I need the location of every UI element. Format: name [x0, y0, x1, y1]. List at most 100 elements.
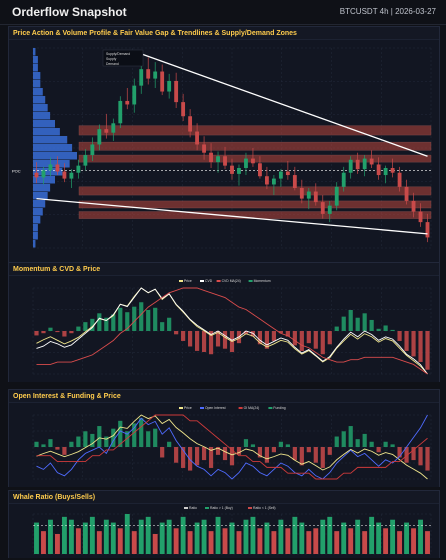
svg-oi-legend: Price Open Interest OI MA(24) Funding	[179, 406, 286, 410]
volume-profile-bar	[33, 160, 70, 168]
momentum-bar	[34, 331, 39, 336]
volume-profile-bar	[33, 88, 43, 96]
candle-body	[125, 100, 130, 105]
funding-bar	[348, 426, 353, 447]
candle-body	[264, 176, 269, 185]
candle-body	[181, 102, 186, 117]
oi-panel-title: Open Interest & Funding & Price	[13, 393, 121, 400]
whale-ratio-bar	[306, 531, 312, 554]
candle-body	[146, 69, 151, 79]
funding-bar	[48, 439, 53, 447]
funding-bar	[271, 447, 276, 453]
demand-zone	[78, 200, 432, 209]
momentum-bar	[285, 331, 290, 337]
whale-ratio-bar	[89, 516, 95, 554]
momentum-bar	[271, 331, 276, 341]
candle-body	[223, 156, 227, 166]
whale-ratio-bar	[159, 522, 165, 554]
volume-profile-bar	[33, 112, 51, 120]
whale-ratio-bar	[285, 528, 291, 554]
momentum-bar	[383, 325, 388, 331]
volume-profile-bar	[33, 176, 55, 184]
candle-body	[383, 168, 388, 176]
volume-profile-bar	[33, 136, 68, 144]
momentum-bar	[188, 331, 193, 347]
momentum-bar	[243, 331, 249, 335]
momentum-bar	[48, 327, 53, 331]
funding-bar	[411, 447, 416, 461]
funding-bar	[362, 433, 367, 447]
funding-bar	[62, 447, 67, 455]
momentum-bar	[76, 326, 81, 331]
candle-body	[278, 171, 283, 179]
candle-body	[244, 158, 248, 168]
open_interest-line	[36, 414, 428, 480]
funding-bar	[313, 447, 318, 463]
cvd-line	[36, 287, 428, 375]
funding-bar	[194, 447, 200, 466]
candle-body	[341, 172, 346, 187]
candle-body	[34, 172, 39, 178]
volume-profile-bar	[33, 168, 63, 176]
candle-body	[425, 222, 430, 238]
momentum-bar	[425, 331, 430, 370]
legend-entry: Supply/Demand	[106, 52, 130, 56]
legend-entry: Ratio > 1 (Buy)	[210, 506, 233, 510]
funding-bar	[34, 441, 39, 447]
funding-bar	[320, 447, 325, 468]
price-panel: Price Action & Volume Profile & Fair Val…	[8, 26, 440, 262]
volume-profile-bar	[33, 224, 38, 232]
funding-bar	[397, 447, 402, 458]
candle-body	[76, 165, 81, 173]
candle-body	[216, 156, 220, 163]
volume-profile-bar	[33, 120, 55, 128]
momentum-bar	[118, 307, 123, 331]
legend-entry: Price	[184, 406, 192, 410]
momentum-bar	[369, 319, 374, 331]
whale-ratio-bar	[61, 516, 67, 554]
demand-zone	[78, 186, 432, 196]
header: Orderflow Snapshot BTCUSDT 4h | 2026-03-…	[0, 0, 446, 25]
funding-bar	[181, 447, 186, 468]
momentum-bar	[257, 331, 263, 345]
whale-ratio-bar	[173, 528, 179, 554]
candle-body	[153, 71, 158, 79]
whale-ratio-bar	[152, 534, 158, 554]
funding-bar	[257, 447, 263, 458]
legend-entry: Open Interest	[205, 406, 226, 410]
funding-bar	[278, 441, 283, 447]
momentum-bar	[181, 331, 186, 341]
whale-ratio-bar	[110, 522, 116, 554]
whale-ratio-bar	[229, 522, 235, 554]
momentum-chart: Price CVD CVD MA(24) Momentum	[9, 275, 439, 382]
funding-bar	[306, 447, 311, 453]
candle-body	[139, 69, 144, 86]
candle-body	[188, 116, 193, 132]
cvd_ma-line	[36, 287, 428, 375]
momentum-bar	[327, 331, 332, 345]
candle-body	[334, 186, 339, 206]
funding-bar	[383, 441, 388, 447]
price-panel-title: Price Action & Volume Profile & Fair Val…	[13, 30, 297, 37]
whale-ratio-bar	[68, 519, 74, 554]
candle-body	[111, 123, 116, 133]
whale-ratio-bar	[341, 522, 347, 554]
candle-body	[404, 186, 409, 201]
momentum-bar	[418, 331, 423, 362]
momentum-bar	[404, 331, 409, 351]
volume-profile-bar	[33, 240, 36, 248]
momentum-bar	[132, 306, 137, 331]
volume-profile-bar	[33, 104, 48, 112]
legend-swatch	[179, 280, 183, 282]
candle-body	[118, 100, 123, 124]
funding-bar	[118, 420, 123, 447]
oi_ma-line	[36, 414, 428, 480]
whale-ratio-bar	[376, 522, 382, 554]
candle-body	[369, 158, 374, 165]
funding-bar	[327, 447, 332, 455]
trendline	[36, 197, 428, 235]
momentum-bar	[397, 331, 402, 341]
candle-body	[160, 71, 165, 92]
poc-label: POC	[12, 168, 21, 173]
candle-body	[132, 85, 137, 105]
